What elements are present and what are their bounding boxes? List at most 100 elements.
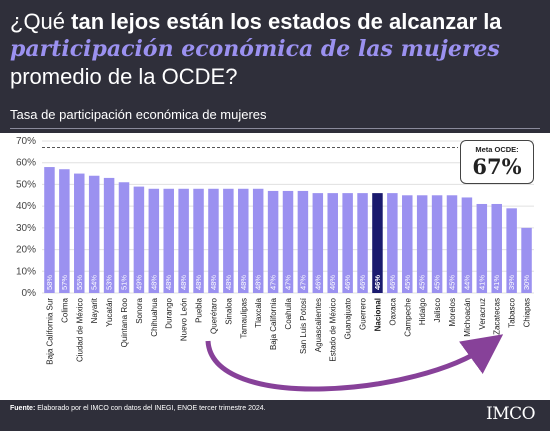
title-highlight: participación económica de las mujeres <box>10 36 500 62</box>
y-tick-label: 70% <box>16 136 36 147</box>
chart-area: 0% 10% 20% 30% 40% 50% 60% 70% 58% Baja Californi… <box>0 133 550 400</box>
category-label: Oaxaca <box>388 297 397 325</box>
category-label: Zacatecas <box>493 298 502 335</box>
bar <box>327 193 338 293</box>
bar <box>282 190 294 293</box>
bar <box>163 188 174 293</box>
category-label: Durango <box>165 297 174 328</box>
y-tick-label: 40% <box>16 201 36 212</box>
bar <box>476 203 488 293</box>
chart-subtitle: Tasa de participación económica de mujer… <box>10 107 267 122</box>
bar <box>461 197 473 293</box>
bar <box>118 182 130 293</box>
category-label: Coahuila <box>284 297 293 329</box>
bar-value-label: 48% <box>239 275 248 290</box>
bar-value-label: 49% <box>134 275 143 290</box>
category-label: Sonora <box>135 297 144 323</box>
category-label: Tlaxcala <box>254 297 263 327</box>
y-tick-label: 10% <box>16 266 36 277</box>
bar <box>103 177 115 293</box>
bar <box>521 227 532 293</box>
bar-value-label: 58% <box>45 275 54 290</box>
category-label: Nuevo León <box>180 298 189 341</box>
bar-value-label: 51% <box>120 275 129 290</box>
bar-value-label: 45% <box>433 275 442 290</box>
bar-value-label: 46% <box>313 275 322 290</box>
bar-value-label: 47% <box>298 275 307 290</box>
category-label: Colima <box>60 297 69 322</box>
category-label: Morelos <box>448 298 457 326</box>
bar <box>133 186 145 293</box>
bar-value-label: 57% <box>60 275 69 290</box>
category-label: Puebla <box>195 297 204 322</box>
bar-value-label: 48% <box>194 275 203 290</box>
bar-value-label: 30% <box>522 275 531 290</box>
bar <box>506 208 517 293</box>
bar-value-label: 46% <box>388 275 397 290</box>
bar <box>74 173 85 293</box>
bar-value-label: 39% <box>507 275 516 290</box>
bar-value-label: 46% <box>343 275 352 290</box>
bar-value-label: 47% <box>284 275 293 290</box>
imco-logo: IMCO <box>486 404 536 424</box>
bar-value-label: 45% <box>403 275 412 290</box>
bar-value-label: 47% <box>269 275 278 290</box>
title-part-3: promedio de la OCDE? <box>10 64 238 89</box>
bar-value-label: 48% <box>179 275 188 290</box>
bar <box>223 188 234 293</box>
bar-value-label: 46% <box>358 275 367 290</box>
divider <box>10 128 540 129</box>
bar <box>491 203 502 293</box>
bar <box>387 193 398 293</box>
category-label: Guerrero <box>359 297 368 330</box>
bar-value-label: 41% <box>492 275 501 290</box>
bar-value-label: 48% <box>209 275 218 290</box>
category-label: Michoacán <box>463 298 472 337</box>
bar-value-label: 54% <box>90 275 99 290</box>
category-label: Hidalgo <box>418 297 427 325</box>
y-tick-label: 60% <box>16 158 36 169</box>
reference-value: 67% <box>472 154 522 179</box>
bar-chart: 0% 10% 20% 30% 40% 50% 60% 70% 58% Baja Californi… <box>16 136 534 392</box>
category-label: Yucatán <box>105 298 114 327</box>
bar-value-label: 48% <box>164 275 173 290</box>
y-tick-label: 0% <box>22 288 37 299</box>
bar <box>342 193 353 293</box>
category-label: Chiapas <box>523 298 532 327</box>
bar-value-label: 44% <box>462 275 471 290</box>
bar-value-label: 48% <box>149 275 158 290</box>
reference-badge: Meta OCDE: 67% <box>460 140 534 184</box>
title-part-2: tan lejos están los estados de alcanzar … <box>71 9 502 34</box>
category-label: Chihuahua <box>150 297 159 336</box>
bar <box>88 175 100 293</box>
bar <box>267 190 279 293</box>
bar <box>357 193 368 293</box>
category-label: Tabasco <box>508 297 517 327</box>
bar-value-label: 46% <box>328 275 337 290</box>
reference-label: Meta OCDE: <box>475 145 519 154</box>
category-label: Nayarit <box>90 297 99 323</box>
category-label: San Luis Potosí <box>299 297 308 354</box>
category-label: Baja California <box>269 297 278 350</box>
category-label: Nacional <box>373 298 382 331</box>
bar <box>59 169 70 293</box>
category-label: Veracruz <box>478 298 487 330</box>
bar-value-label: 53% <box>105 275 114 290</box>
bar <box>193 188 204 293</box>
bar-value-label: 55% <box>75 275 84 290</box>
y-tick-label: 30% <box>16 223 36 234</box>
bar <box>402 195 413 293</box>
bar-value-label: 45% <box>448 275 457 290</box>
bar <box>312 193 324 293</box>
bar-value-label: 45% <box>418 275 427 290</box>
bar <box>208 188 219 293</box>
bar-value-label: 46% <box>373 275 382 290</box>
bar <box>178 188 189 293</box>
bar-value-label: 41% <box>477 275 486 290</box>
bar <box>148 188 160 293</box>
category-label: Querétaro <box>209 297 218 334</box>
bar-value-label: 48% <box>224 275 233 290</box>
category-label: Campeche <box>403 297 412 336</box>
bar <box>252 188 264 293</box>
